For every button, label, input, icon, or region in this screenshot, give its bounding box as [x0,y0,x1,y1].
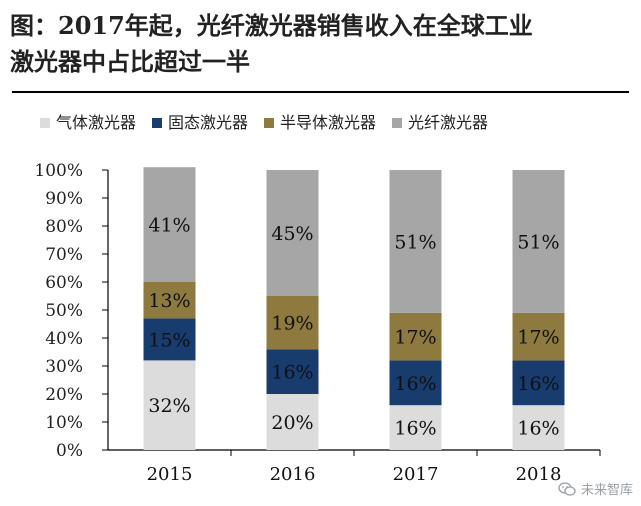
data-label: 51% [517,231,559,253]
y-tick-label: 60% [45,273,83,293]
x-tick-label: 2018 [516,464,562,485]
bar-2018-series-2 [512,360,565,406]
bar-2016-series-2 [266,349,319,394]
y-tick-label: 40% [45,329,83,349]
bar-2017-series-2 [389,360,442,406]
bar-2016-series-1 [266,394,319,450]
y-tick-label: 90% [45,189,83,209]
legend-label-4: 光纤激光器 [408,113,488,132]
y-tick-label: 70% [45,245,83,265]
y-tick-label: 80% [45,217,83,237]
legend-swatch-1 [40,118,50,128]
data-label: 19% [271,313,313,335]
y-tick-label: 0% [56,441,83,461]
data-label: 17% [517,327,559,349]
legend-swatch-4 [392,118,402,128]
bar-2015-series-1 [143,360,196,450]
data-label: 45% [271,223,313,245]
watermark: 未来智库 [558,479,633,498]
y-tick-label: 20% [45,385,83,405]
x-tick-label: 2017 [393,464,439,485]
bar-2015-series-4 [143,167,196,282]
legend-swatch-2 [152,118,162,128]
bar-2016-series-4 [266,170,319,296]
chart-title-line-1: 图：2017年起，光纤激光器销售收入在全球工业 [10,11,533,40]
x-tick-label: 2016 [270,464,316,485]
legend-swatch-3 [264,118,274,128]
wechat-icon [558,481,576,496]
data-label: 16% [517,373,559,395]
chart-title: 图：2017年起，光纤激光器销售收入在全球工业 激光器中占比超过一半 [10,8,630,80]
data-label: 17% [394,327,436,349]
y-tick-label: 10% [45,413,83,433]
chart-title-line-2: 激光器中占比超过一半 [10,47,250,76]
data-label: 16% [517,418,559,440]
watermark-text: 未来智库 [580,483,633,498]
data-label: 51% [394,231,436,253]
data-label: 15% [148,329,190,351]
bar-2017-series-3 [389,312,442,361]
bar-2018-series-3 [512,312,565,361]
bar-2017-series-4 [389,170,442,313]
bar-2017-series-1 [389,405,442,450]
y-tick-label: 100% [34,161,83,181]
title-divider [12,91,629,93]
data-label: 16% [394,418,436,440]
y-tick-label: 50% [45,301,83,321]
data-label: 20% [271,412,313,434]
data-label: 13% [148,290,190,312]
bar-2015-series-3 [143,282,196,319]
bar-2016-series-3 [266,296,319,350]
bar-2015-series-2 [143,318,196,361]
legend-label-1: 气体激光器 [56,113,136,132]
data-label: 41% [148,215,190,237]
legend-label-3: 半导体激光器 [280,113,376,132]
bar-2018-series-4 [512,170,565,313]
x-tick-label: 2015 [147,464,193,485]
y-tick-label: 30% [45,357,83,377]
legend-label-2: 固态激光器 [168,113,248,132]
data-label: 16% [394,373,436,395]
data-label: 16% [271,362,313,384]
bar-2018-series-1 [512,405,565,450]
data-label: 32% [148,395,190,417]
